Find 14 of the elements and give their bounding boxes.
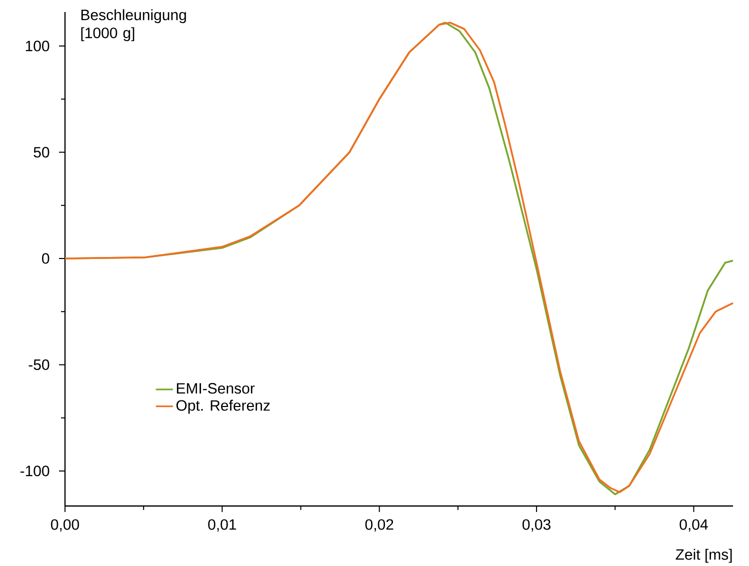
x-tick-label: 0,03 (522, 519, 550, 532)
x-tick-label: 0,01 (208, 519, 236, 532)
y-tick-label: -50 (28, 359, 50, 370)
y-tick-label: -100 (20, 466, 50, 476)
x-tick-label: 0,00 (50, 519, 80, 532)
y-tick-label: 50 (34, 146, 50, 158)
legend-label: EMI-Sensor (176, 383, 255, 394)
legend-label: Opt. Referenz (176, 400, 270, 414)
x-tick-label: 0,02 (365, 519, 394, 532)
y-tick-label: 100 (26, 40, 50, 52)
y-axis-title: Beschleunigung [1000 g] (81, 9, 186, 42)
x-tick-label: 0,04 (680, 519, 708, 532)
y-tick-label: 0 (42, 253, 50, 264)
x-axis-title: Zeit [ms] (676, 548, 732, 563)
